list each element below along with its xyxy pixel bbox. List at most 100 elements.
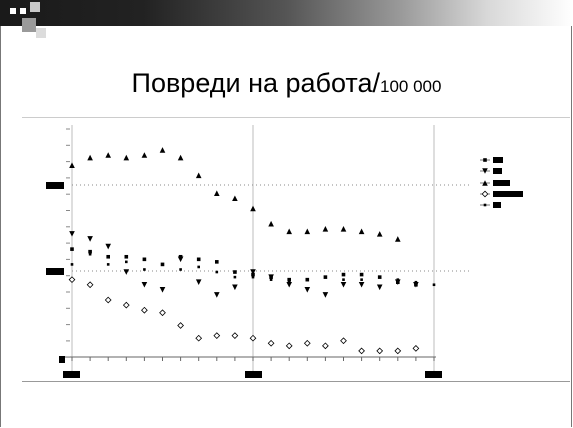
data-point-triangle-up: [87, 154, 93, 161]
decorative-square: [10, 8, 16, 14]
data-point-small-square: [88, 252, 92, 256]
data-point-small-square: [179, 268, 182, 271]
data-point-triangle-down: [141, 281, 148, 288]
data-point-square: [215, 260, 219, 264]
data-point-triangle-down: [340, 281, 347, 288]
legend-redacted-label: [493, 168, 502, 174]
redacted-tick-label: [59, 356, 65, 363]
data-point-square: [196, 257, 201, 262]
data-point-square: [106, 254, 110, 259]
data-point-triangle-down: [286, 281, 292, 288]
data-point-triangle-down: [232, 284, 238, 291]
legend-redacted-label: [493, 202, 501, 208]
redacted-tick-label: [245, 371, 262, 378]
data-point-diamond: [195, 334, 203, 342]
data-point-small-square: [432, 283, 436, 287]
data-point-small-square: [233, 275, 237, 279]
data-point-triangle-down: [268, 274, 274, 280]
data-point-small-square: [342, 278, 345, 281]
redacted-tick-label: [63, 371, 80, 378]
data-point-triangle-down: [250, 269, 256, 275]
title-text: Повреди на работа/: [131, 68, 381, 98]
data-point-triangle-down: [159, 287, 166, 293]
data-point-triangle-down: [322, 292, 329, 298]
data-point-triangle-down: [376, 284, 383, 291]
data-point-square: [88, 249, 92, 254]
chart-frame: [22, 117, 570, 382]
data-point-triangle-up: [322, 225, 329, 232]
data-point-small-square: [360, 278, 363, 281]
data-point-square: [142, 257, 147, 262]
data-point-triangle-down: [87, 236, 93, 242]
data-point-diamond: [358, 347, 365, 355]
data-point-diamond: [267, 339, 275, 347]
data-point-diamond: [303, 339, 311, 347]
data-point-small-square: [215, 270, 219, 274]
data-point-diamond: [177, 322, 184, 329]
data-point-triangle-up: [159, 147, 166, 153]
title-suffix: 100 000: [380, 77, 442, 96]
redacted-tick-label: [425, 371, 442, 378]
data-point-triangle-up: [358, 228, 365, 235]
data-point-diamond: [86, 281, 94, 289]
data-point-diamond: [122, 301, 130, 309]
data-point-diamond: [481, 190, 489, 198]
data-point-diamond: [285, 342, 293, 350]
redacted-tick-label: [46, 182, 64, 189]
data-point-square: [341, 272, 346, 277]
data-point-diamond: [376, 347, 384, 355]
data-point-triangle-up: [177, 154, 184, 161]
legend-redacted-label: [493, 191, 523, 197]
decorative-square: [36, 28, 46, 38]
data-point-square: [70, 247, 74, 251]
data-point-diamond: [340, 337, 347, 345]
data-point-diamond: [231, 332, 239, 340]
data-point-diamond: [213, 332, 221, 340]
data-point-square: [124, 254, 129, 259]
decorative-square: [20, 8, 26, 14]
data-point-triangle-up: [141, 152, 148, 158]
data-point-triangle-down: [482, 168, 488, 174]
data-point-triangle-up: [195, 172, 202, 179]
data-point-triangle-up: [123, 154, 130, 161]
data-point-diamond: [68, 276, 76, 284]
data-point-triangle-up: [268, 220, 274, 227]
data-point-small-square: [287, 280, 291, 284]
legend-redacted-label: [493, 180, 510, 186]
data-point-triangle-down: [413, 281, 419, 288]
data-point-triangle-up: [69, 162, 75, 168]
data-point-small-square: [197, 265, 200, 269]
data-point-small-square: [396, 278, 400, 281]
data-point-triangle-up: [232, 195, 238, 202]
data-point-small-square: [106, 263, 110, 266]
slide-title: Повреди на работа/100 000: [0, 68, 573, 99]
data-point-square: [359, 272, 364, 277]
decorative-square: [22, 18, 36, 32]
data-point-triangle-up: [214, 190, 220, 196]
data-point-triangle-up: [395, 236, 401, 242]
data-point-square: [287, 277, 291, 282]
redacted-tick-label: [46, 268, 64, 275]
data-point-square: [483, 158, 487, 162]
data-point-small-square: [251, 275, 255, 279]
data-point-diamond: [322, 342, 329, 350]
data-point-small-square: [161, 263, 164, 266]
data-point-triangle-up: [286, 228, 292, 235]
data-point-small-square: [125, 260, 128, 264]
data-point-diamond: [249, 334, 257, 342]
data-point-triangle-up: [482, 180, 488, 186]
data-point-small-square: [143, 268, 146, 271]
data-point-small-square: [324, 275, 327, 279]
data-point-diamond: [412, 345, 420, 352]
data-point-diamond: [159, 309, 166, 317]
header-bar: [0, 0, 573, 26]
data-point-square: [233, 270, 237, 274]
data-point-triangle-up: [376, 231, 383, 237]
data-point-small-square: [70, 263, 74, 266]
data-point-diamond: [394, 347, 402, 355]
data-point-small-square: [483, 203, 487, 207]
data-point-diamond: [141, 306, 148, 314]
data-point-triangle-up: [105, 152, 111, 158]
